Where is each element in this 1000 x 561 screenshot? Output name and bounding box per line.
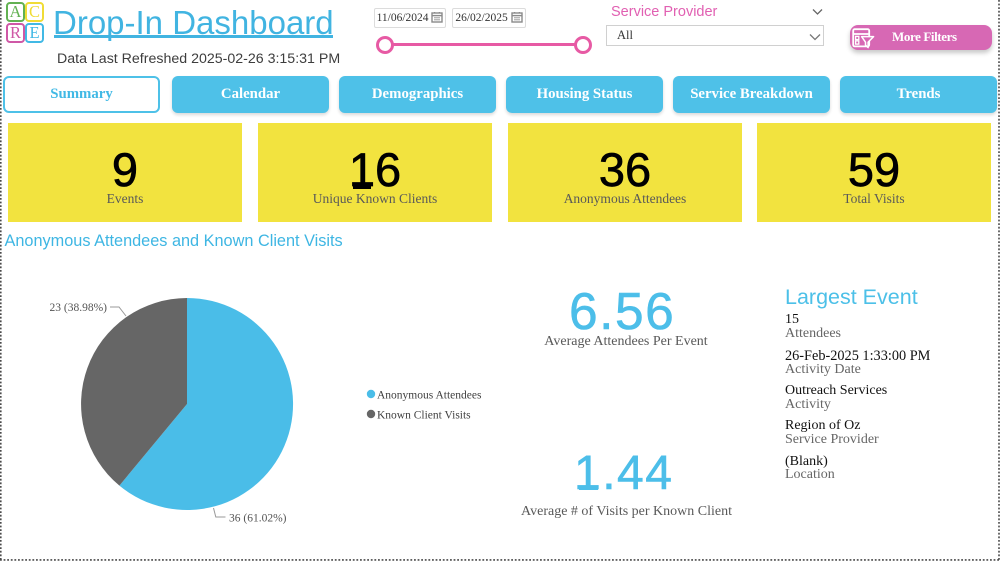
svg-text:Known Client Visits: Known Client Visits <box>377 410 471 422</box>
svg-text:36 (61.02%): 36 (61.02%) <box>229 513 287 525</box>
svg-text:Anonymous Attendees: Anonymous Attendees <box>377 390 482 402</box>
svg-text:23 (38.98%): 23 (38.98%) <box>50 302 108 314</box>
